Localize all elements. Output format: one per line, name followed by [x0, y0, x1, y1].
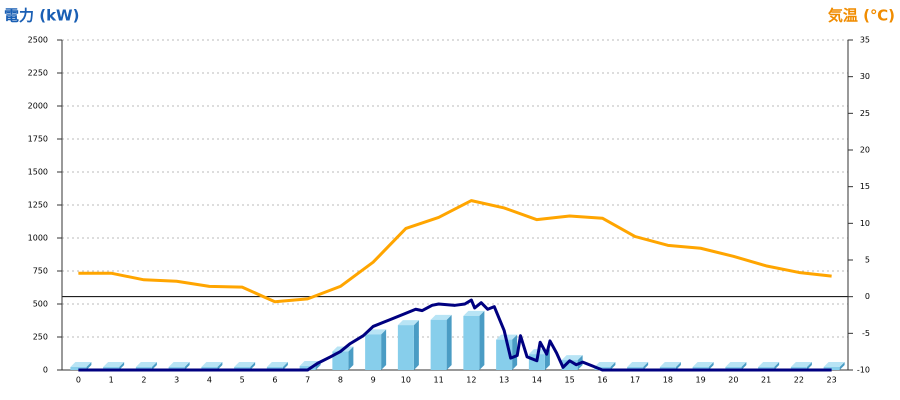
x-tick-label: 5: [240, 376, 245, 385]
y2-tick-label: 5: [865, 256, 870, 265]
bar-side: [86, 362, 92, 370]
x-tick-label: 17: [630, 376, 640, 385]
x-tick-label: 6: [272, 376, 277, 385]
y-tick-label: 500: [33, 300, 48, 309]
line: [78, 298, 832, 372]
bar-side: [643, 362, 649, 370]
bar: [299, 366, 316, 370]
bar-top: [561, 355, 583, 361]
bar-top: [266, 362, 288, 367]
x-tick-label: 4: [207, 376, 212, 385]
x-tick-label: 13: [499, 376, 509, 385]
bar-top: [659, 362, 681, 367]
x-tick-label: 1: [109, 376, 114, 385]
bar-top: [234, 362, 256, 367]
bar-side: [119, 362, 125, 370]
y-tick-label: 1750: [28, 135, 48, 144]
bar-side: [741, 362, 747, 370]
y2-tick-label: 30: [860, 72, 870, 81]
bar-side: [348, 346, 354, 370]
y2-tick-label: 35: [860, 36, 870, 45]
bar-side: [184, 362, 190, 370]
bar: [332, 351, 349, 370]
x-tick-label: 21: [761, 376, 771, 385]
bar: [561, 360, 578, 370]
y2-tick-label: -10: [857, 366, 870, 375]
bar-top: [627, 362, 649, 367]
y-tick-label: 1250: [28, 201, 48, 210]
bar-side: [217, 362, 223, 370]
x-tick-label: 9: [371, 376, 376, 385]
x-tick-label: 7: [305, 376, 310, 385]
x-tick-label: 15: [565, 376, 575, 385]
bar: [365, 334, 382, 370]
y-tick-label: 2250: [28, 69, 48, 78]
x-tick-label: 12: [466, 376, 476, 385]
x-tick-label: 23: [827, 376, 837, 385]
y2-tick-label: -5: [862, 329, 870, 338]
bar: [397, 325, 414, 370]
x-tick-label: 22: [794, 376, 804, 385]
bar-top: [201, 362, 223, 367]
x-tick-label: 14: [532, 376, 542, 385]
bar-top: [594, 362, 616, 367]
bar-top: [823, 362, 845, 367]
bar-side: [413, 320, 419, 370]
bar-top: [430, 314, 452, 320]
x-tick-label: 3: [174, 376, 179, 385]
bar-side: [282, 362, 288, 370]
bar-side: [479, 310, 485, 370]
bar-side: [675, 362, 681, 370]
bar-top: [70, 362, 92, 367]
x-tick-label: 11: [434, 376, 444, 385]
bar-top: [758, 362, 780, 367]
y-tick-label: 1500: [28, 168, 48, 177]
bar-top: [135, 362, 157, 367]
x-tick-label: 2: [141, 376, 146, 385]
bar: [463, 315, 480, 370]
y2-tick-label: 20: [860, 146, 870, 155]
y-axis-title: 電力 (kW): [4, 7, 79, 25]
bar-side: [151, 362, 157, 370]
x-tick-label: 0: [76, 376, 81, 385]
y2-tick-label: 15: [860, 182, 870, 191]
bar: [430, 319, 447, 370]
x-tick-label: 16: [597, 376, 607, 385]
y-tick-label: 250: [33, 333, 48, 342]
bar-top: [463, 310, 485, 316]
bar-side: [839, 362, 845, 370]
line: [78, 199, 832, 304]
y2-tick-label: 10: [860, 219, 870, 228]
bar-top: [397, 320, 419, 326]
bar-side: [381, 329, 387, 370]
bar-top: [103, 362, 125, 367]
bar-side: [446, 314, 452, 370]
bar-side: [512, 334, 518, 370]
x-tick-label: 19: [696, 376, 706, 385]
bar-side: [806, 362, 812, 370]
bar-side: [708, 362, 714, 370]
bar-top: [168, 362, 190, 367]
bar-side: [610, 362, 616, 370]
y2-axis-title: 気温 (℃): [828, 7, 895, 25]
y-tick-label: 750: [33, 267, 48, 276]
bar-side: [774, 362, 780, 370]
y2-tick-label: 25: [860, 109, 870, 118]
y-tick-label: 2500: [28, 36, 48, 45]
bar-top: [790, 362, 812, 367]
y-tick-label: 0: [43, 366, 48, 375]
bar-top: [725, 362, 747, 367]
bar-side: [250, 362, 256, 370]
y2-tick-label: 0: [865, 292, 870, 301]
x-tick-label: 18: [663, 376, 673, 385]
y-tick-label: 1000: [28, 234, 48, 243]
bar-top: [692, 362, 714, 367]
x-tick-label: 8: [338, 376, 343, 385]
x-tick-label: 20: [728, 376, 738, 385]
y-tick-label: 2000: [28, 102, 48, 111]
x-tick-label: 10: [401, 376, 411, 385]
